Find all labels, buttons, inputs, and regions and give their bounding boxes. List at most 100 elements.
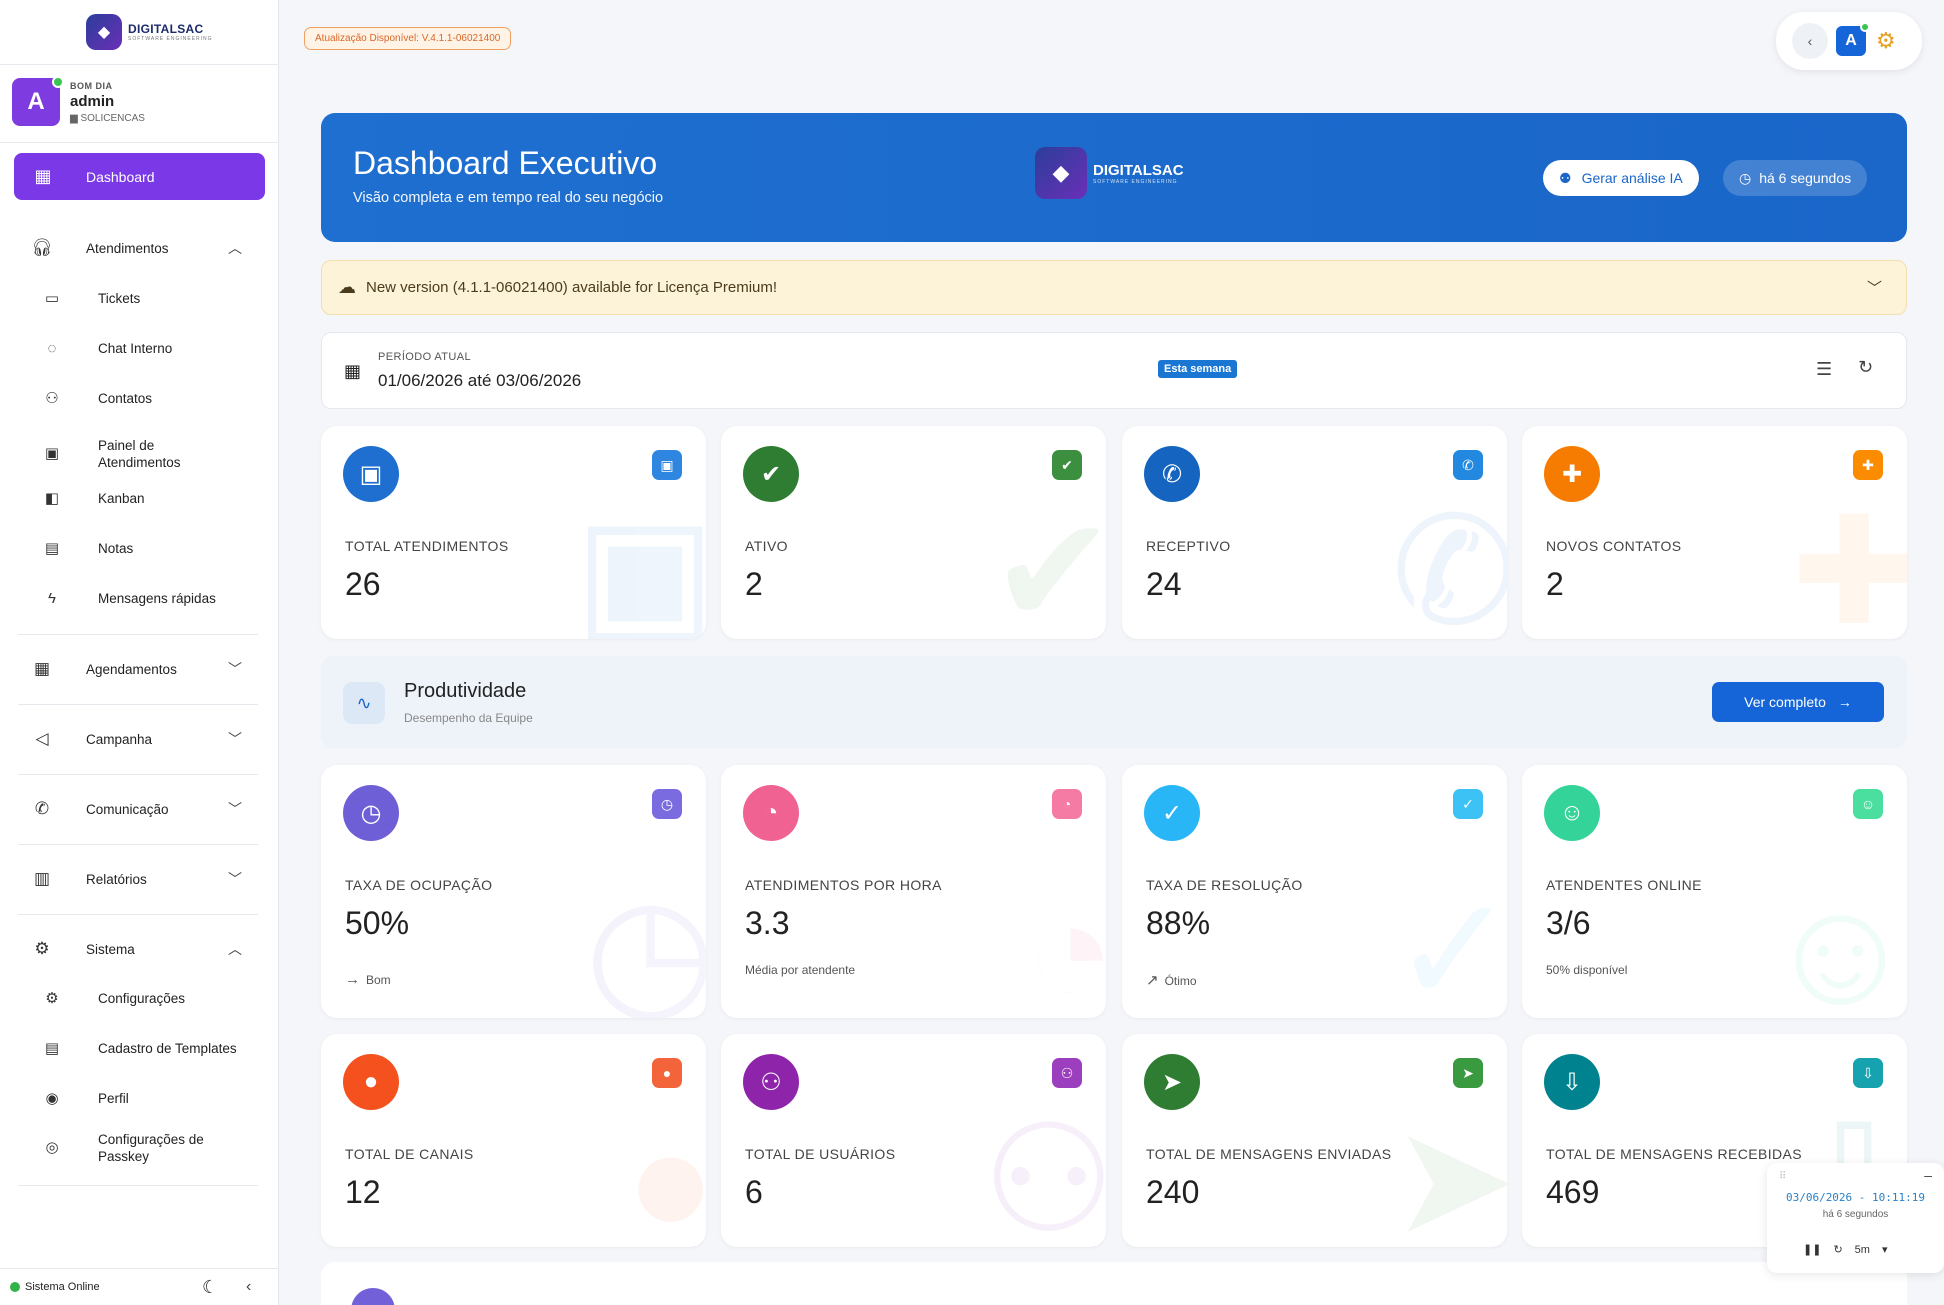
- sidebar-item-relatorios[interactable]: ▥ Relatórios ﹀: [0, 869, 279, 889]
- stat-label: TOTAL DE USUÁRIOS: [745, 1146, 896, 1162]
- sidebar-item-kanban[interactable]: ◧ Kanban: [0, 488, 279, 508]
- sidebar-item-mensagens-rapidas[interactable]: ϟ Mensagens rápidas: [0, 588, 279, 608]
- period-badge: Esta semana: [1158, 360, 1238, 378]
- stat-card[interactable]: ✓ ✓ ✓ TAXA DE RESOLUÇÃO 88% ↗ Ótimo: [1122, 765, 1507, 1018]
- stat-card[interactable]: ◷ ◷ ◷ TAXA DE OCUPAÇÃO 50% → Bom: [321, 765, 706, 1018]
- sidebar-item-perfil[interactable]: ◉ Perfil: [0, 1088, 279, 1108]
- avatar[interactable]: A: [12, 76, 64, 126]
- stat-card[interactable]: ✚ ✚ ✚ NOVOS CONTATOS 2: [1522, 426, 1907, 639]
- sidebar-item-sistema[interactable]: ⚙ Sistema ︿: [0, 939, 279, 959]
- section-subtitle: Desempenho da Equipe: [404, 711, 533, 725]
- version-alert[interactable]: ☁ New version (4.1.1-06021400) available…: [321, 260, 1907, 315]
- period-value: 01/06/2026 até 03/06/2026: [378, 371, 582, 390]
- avatar-initial: A: [27, 88, 45, 115]
- sidebar-item-label: Mensagens rápidas: [98, 590, 216, 606]
- generate-ai-analysis-button[interactable]: ⚉ Gerar análise IA: [1543, 160, 1699, 196]
- user-check-icon: ✔: [743, 446, 799, 502]
- stat-note: → Bom: [345, 971, 391, 988]
- sidebar-item-campanha[interactable]: ◁ Campanha ﹀: [0, 729, 279, 749]
- chevron-left-icon[interactable]: ‹: [1792, 23, 1828, 59]
- bolt-icon: ϟ: [48, 589, 56, 607]
- sidebar-item-label: Tickets: [98, 290, 141, 306]
- stat-card[interactable]: ▣ ▣ ▣ TOTAL ATENDIMENTOS 26: [321, 426, 706, 639]
- sidebar-item-agendamentos[interactable]: ▦ Agendamentos ﹀: [0, 659, 279, 679]
- logo-text: DIGITALSAC: [128, 22, 204, 36]
- stat-card[interactable]: ● ● ● TOTAL DE CANAIS 12: [321, 1034, 706, 1247]
- view-full-button[interactable]: Ver completo →: [1712, 682, 1884, 722]
- mini-user-online-icon: ☺: [1853, 789, 1883, 819]
- stat-label: TOTAL ATENDIMENTOS: [345, 538, 509, 554]
- divider: [18, 774, 258, 775]
- collapse-sidebar-icon[interactable]: ‹: [246, 1278, 252, 1295]
- sidebar-item-passkey[interactable]: ◎ Configurações de Passkey: [0, 1131, 279, 1165]
- sidebar-logo[interactable]: ◆ DIGITALSAC SOFTWARE ENGINEERING: [86, 14, 213, 50]
- top-avatar[interactable]: A: [1836, 22, 1870, 56]
- user-online-icon: ☺: [1544, 785, 1600, 841]
- moon-icon[interactable]: ☾: [202, 1276, 219, 1297]
- stat-value: 3.3: [745, 905, 790, 941]
- clock-widget: ⠿ – 03/06/2026 - 10:11:19 há 6 segundos …: [1767, 1163, 1944, 1273]
- stat-label: ATENDIMENTOS POR HORA: [745, 877, 942, 893]
- sidebar-item-notas[interactable]: ▤ Notas: [0, 538, 279, 558]
- stat-card[interactable]: ✆ ✆ ✆ RECEPTIVO 24: [1122, 426, 1507, 639]
- interval-select[interactable]: 5m: [1854, 1243, 1870, 1256]
- pause-icon[interactable]: ❚❚: [1803, 1244, 1822, 1256]
- mini-id-card-icon: ▣: [652, 450, 682, 480]
- mini-chat-bubble-icon: ●: [652, 1058, 682, 1088]
- stat-note-text: Bom: [366, 973, 391, 987]
- sidebar-item-tickets[interactable]: ▭ Tickets: [0, 288, 279, 308]
- user-plus-icon: ✚: [1544, 446, 1600, 502]
- online-dot: [52, 76, 64, 88]
- sidebar-item-dashboard[interactable]: ▦ Dashboard: [14, 153, 265, 200]
- minimize-icon[interactable]: –: [1924, 1167, 1932, 1183]
- sidebar-item-label: Atendimentos: [86, 240, 169, 256]
- sidebar-item-configuracoes[interactable]: ⚙ Configurações: [0, 988, 279, 1008]
- stat-card[interactable]: ◔ ◔ ◔ ATENDIMENTOS POR HORA 3.3 Média por ate…: [721, 765, 1106, 1018]
- chevron-up-icon: ︿: [228, 941, 242, 957]
- stat-card[interactable]: ☺ ☺ ☺ ATENDENTES ONLINE 3/6 50% disponível: [1522, 765, 1907, 1018]
- last-update-button[interactable]: ◷ há 6 segundos: [1723, 160, 1868, 196]
- divider: [18, 914, 258, 915]
- watermark-chat-bubble-icon: ●: [625, 1096, 706, 1247]
- sidebar-item-label: Configurações de Passkey: [98, 1132, 204, 1164]
- watermark-user-check-icon: ✔: [990, 487, 1106, 639]
- refresh-icon[interactable]: ↻: [1833, 1244, 1843, 1256]
- sidebar-item-comunicacao[interactable]: ✆ Comunicação ﹀: [0, 799, 279, 819]
- sidebar-item-label: Painel de Atendimentos: [98, 438, 181, 470]
- users-settings-icon[interactable]: ⚙: [1876, 28, 1896, 53]
- watermark-user-online-icon: ☺: [1763, 867, 1907, 1018]
- calendar-clock-icon: ▦: [33, 659, 51, 678]
- sidebar-item-cadastro-templates[interactable]: ▤ Cadastro de Templates: [0, 1038, 279, 1058]
- sidebar-item-chat-interno[interactable]: ◌ Chat Interno: [0, 338, 279, 358]
- template-icon: ▤: [44, 1040, 60, 1057]
- notes-icon: ▤: [44, 540, 60, 557]
- drag-handle-icon[interactable]: ⠿: [1779, 1171, 1787, 1182]
- stat-card[interactable]: ✔ ✔ ✔ ATIVO 2: [721, 426, 1106, 639]
- user-card[interactable]: A BOM DIA admin ▆ SOLICENCAS: [12, 76, 145, 126]
- divider: [18, 1185, 258, 1186]
- sidebar-item-painel-atendimentos[interactable]: ▣ Painel de Atendimentos: [0, 437, 279, 471]
- sidebar-item-label: Relatórios: [86, 871, 147, 887]
- productivity-section: ∿ Produtividade Desempenho da Equipe Ver…: [321, 656, 1907, 748]
- kanban-icon: ◧: [44, 490, 60, 507]
- chevron-down-icon[interactable]: ﹀: [1866, 280, 1882, 297]
- robot-icon: ⚉: [1559, 169, 1572, 186]
- mini-check-circle-icon: ✓: [1453, 789, 1483, 819]
- filter-icon[interactable]: ☰: [1816, 359, 1833, 379]
- profile-icon: ◉: [45, 1090, 59, 1107]
- chat-icon: ◌: [47, 339, 57, 357]
- chart-icon: ▥: [33, 869, 51, 888]
- refresh-icon[interactable]: ↻: [1858, 357, 1874, 377]
- stat-value: 88%: [1146, 905, 1211, 941]
- cloud-icon: ☁: [338, 277, 356, 297]
- stat-value: 24: [1146, 566, 1182, 602]
- stat-card[interactable]: ⚇ ⚇ ⚇ TOTAL DE USUÁRIOS 6: [721, 1034, 1106, 1247]
- sidebar-item-atendimentos[interactable]: 🎧︎ Atendimentos ︿: [0, 238, 279, 258]
- user-name: admin: [70, 92, 115, 110]
- mini-inbox-icon: ⇩: [1853, 1058, 1883, 1088]
- stat-card[interactable]: ➤ ➤ ➤ TOTAL DE MENSAGENS ENVIADAS 240: [1122, 1034, 1507, 1247]
- stat-note: ↗ Ótimo: [1146, 971, 1197, 989]
- caret-down-icon[interactable]: ▾: [1881, 1244, 1888, 1256]
- sidebar-item-contatos[interactable]: ⚇ Contatos: [0, 388, 279, 408]
- update-available-badge[interactable]: Atualização Disponível: V.4.1.1-06021400: [304, 27, 512, 50]
